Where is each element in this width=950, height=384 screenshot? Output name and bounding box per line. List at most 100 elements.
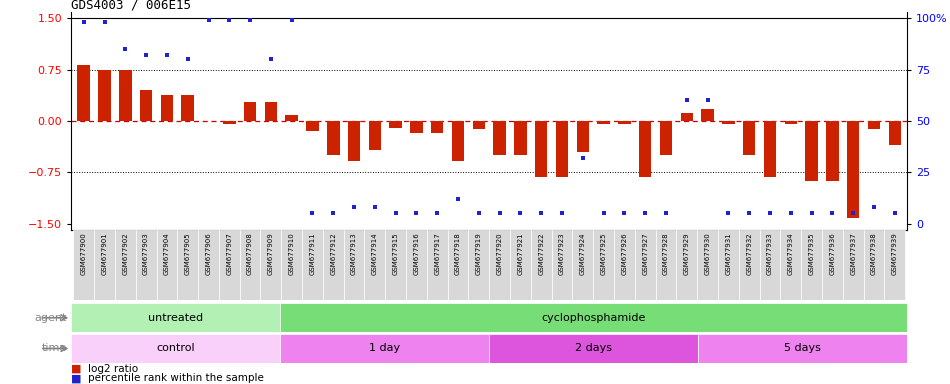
Bar (161, 95, 173, 121)
Text: log2 ratio: log2 ratio (88, 364, 139, 374)
Bar (431, 121, 444, 133)
Bar (386, 230, 406, 300)
Bar (822, 230, 843, 300)
Point (368, 204, 383, 210)
Bar (140, 90, 152, 121)
Bar (780, 230, 801, 300)
Text: GSM677927: GSM677927 (642, 232, 648, 275)
Text: GSM677902: GSM677902 (123, 232, 128, 275)
Text: GSM677931: GSM677931 (726, 232, 732, 275)
Bar (847, 121, 860, 218)
Text: GSM677903: GSM677903 (143, 232, 149, 275)
Text: GSM677905: GSM677905 (184, 232, 191, 275)
Bar (598, 121, 610, 124)
Bar (280, 303, 907, 332)
Point (118, 46, 133, 52)
Bar (348, 121, 360, 161)
Text: GSM677939: GSM677939 (892, 232, 898, 275)
Bar (489, 334, 698, 363)
Text: GSM677914: GSM677914 (371, 232, 378, 275)
Text: GSM677913: GSM677913 (352, 232, 357, 275)
Bar (593, 230, 614, 300)
Bar (468, 230, 489, 300)
Bar (181, 95, 194, 121)
Text: GSM677934: GSM677934 (788, 232, 794, 275)
Text: 1 day: 1 day (370, 343, 400, 354)
Bar (71, 334, 280, 363)
Bar (94, 230, 115, 300)
Bar (239, 230, 260, 300)
Bar (556, 121, 568, 177)
Bar (660, 121, 673, 155)
Bar (78, 65, 90, 121)
Point (492, 210, 507, 216)
Text: ■: ■ (71, 373, 82, 383)
Text: GSM677928: GSM677928 (663, 232, 669, 275)
Bar (265, 102, 277, 121)
Bar (115, 230, 136, 300)
Bar (119, 70, 131, 121)
Bar (577, 121, 589, 152)
Point (783, 210, 798, 216)
Bar (327, 121, 339, 155)
Point (866, 204, 882, 210)
Bar (199, 230, 218, 300)
Bar (344, 230, 365, 300)
Point (721, 210, 736, 216)
Bar (718, 230, 739, 300)
Bar (801, 230, 822, 300)
Bar (614, 230, 635, 300)
Text: GSM677919: GSM677919 (476, 232, 482, 275)
Text: GSM677924: GSM677924 (580, 232, 586, 275)
Text: GDS4003 / 006E15: GDS4003 / 006E15 (71, 0, 191, 12)
Point (263, 56, 278, 63)
Text: untreated: untreated (148, 313, 203, 323)
Bar (306, 121, 318, 131)
Point (76, 19, 91, 25)
Bar (680, 113, 694, 121)
Bar (447, 230, 468, 300)
Point (763, 210, 778, 216)
Text: GSM677923: GSM677923 (559, 232, 565, 275)
Text: GSM677932: GSM677932 (746, 232, 752, 275)
Text: GSM677921: GSM677921 (518, 232, 523, 275)
Point (139, 52, 154, 58)
Point (534, 210, 549, 216)
Point (846, 210, 861, 216)
Bar (452, 121, 465, 161)
Bar (489, 230, 510, 300)
Bar (552, 230, 573, 300)
Text: GSM677911: GSM677911 (310, 232, 315, 275)
Text: GSM677910: GSM677910 (289, 232, 294, 275)
Bar (302, 230, 323, 300)
Point (576, 155, 591, 161)
Text: GSM677916: GSM677916 (413, 232, 420, 275)
Text: GSM677937: GSM677937 (850, 232, 856, 275)
Bar (178, 230, 199, 300)
Bar (260, 230, 281, 300)
Point (658, 210, 674, 216)
Bar (531, 230, 552, 300)
Point (450, 196, 465, 202)
Point (326, 210, 341, 216)
Text: 2 days: 2 days (576, 343, 612, 354)
Point (97, 19, 112, 25)
Text: GSM677920: GSM677920 (497, 232, 503, 275)
Text: GSM677936: GSM677936 (829, 232, 835, 275)
Text: 5 days: 5 days (785, 343, 821, 354)
Text: agent: agent (34, 313, 66, 323)
Point (284, 17, 299, 23)
Bar (826, 121, 839, 181)
Bar (639, 121, 652, 177)
Point (887, 210, 902, 216)
Bar (365, 230, 386, 300)
Point (200, 17, 216, 23)
Bar (743, 121, 755, 155)
Bar (867, 121, 881, 129)
Bar (764, 121, 776, 177)
Bar (864, 230, 884, 300)
Bar (722, 121, 734, 124)
Bar (410, 121, 423, 133)
Bar (280, 334, 489, 363)
Text: GSM677929: GSM677929 (684, 232, 690, 275)
